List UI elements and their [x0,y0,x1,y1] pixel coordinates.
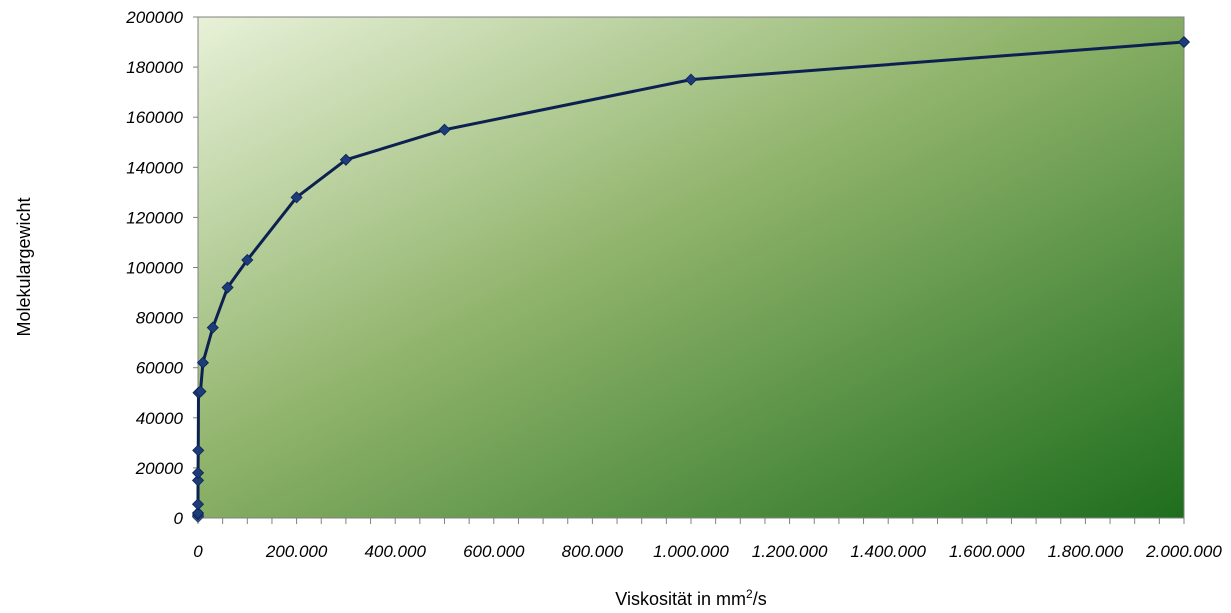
x-tick-label: 600.000 [463,542,525,561]
data-point [191,506,205,520]
x-tick-label: 2.000.000 [1145,542,1222,561]
data-point [684,73,698,86]
data-point [221,281,234,294]
x-axis-title-main: Viskosität in mm [615,589,746,609]
x-axis-title-suffix: /s [753,589,767,609]
plot-area [197,16,1185,519]
x-tick-label: 1.600.000 [949,542,1025,561]
x-tick-label: 800.000 [562,542,624,561]
data-point [191,474,205,487]
data-point [196,356,209,369]
y-tick-label: 100000 [126,259,183,278]
x-tick-label: 0 [193,542,203,561]
y-tick-label: 60000 [136,359,184,378]
y-axis-ticks: 0 20000 40000 60000 80000 100000 120000 140000 1… [125,8,198,528]
data-point [206,321,219,334]
y-tick-label: 160000 [126,108,183,127]
x-tick-label: 1.000.000 [653,542,729,561]
x-tick-label: 1.400.000 [850,542,926,561]
y-tick-label: 20000 [135,459,184,478]
x-axis-title-sup: 2 [746,587,753,601]
x-axis-title: Viskosität in mm2/s [615,587,766,609]
x-tick-label: 200.000 [265,542,328,561]
series-group [191,35,1191,523]
y-tick-label: 40000 [136,409,184,428]
data-point [438,123,451,136]
y-tick-label: 0 [174,509,184,528]
data-point [194,385,207,398]
y-tick-label: 180000 [126,58,183,77]
x-tick-label: 1.800.000 [1048,542,1124,561]
y-tick-label: 200000 [125,8,183,27]
data-point [191,466,205,479]
data-point [1177,35,1191,49]
y-axis-title: Molekulargewicht [14,197,34,336]
data-point [290,191,303,204]
x-tick-label: 400.000 [364,542,426,561]
y-tick-label: 120000 [126,208,183,227]
x-tick-label: 1.200.000 [752,542,828,561]
y-tick-label: 80000 [136,309,184,328]
data-point [191,498,205,511]
data-point [192,444,205,457]
data-point [241,253,254,267]
data-point [339,153,352,166]
y-tick-label: 140000 [126,158,183,177]
x-axis-ticks: 0 200.000 400.000 600.000 800.000 1.000.000 1.… [193,518,1222,561]
